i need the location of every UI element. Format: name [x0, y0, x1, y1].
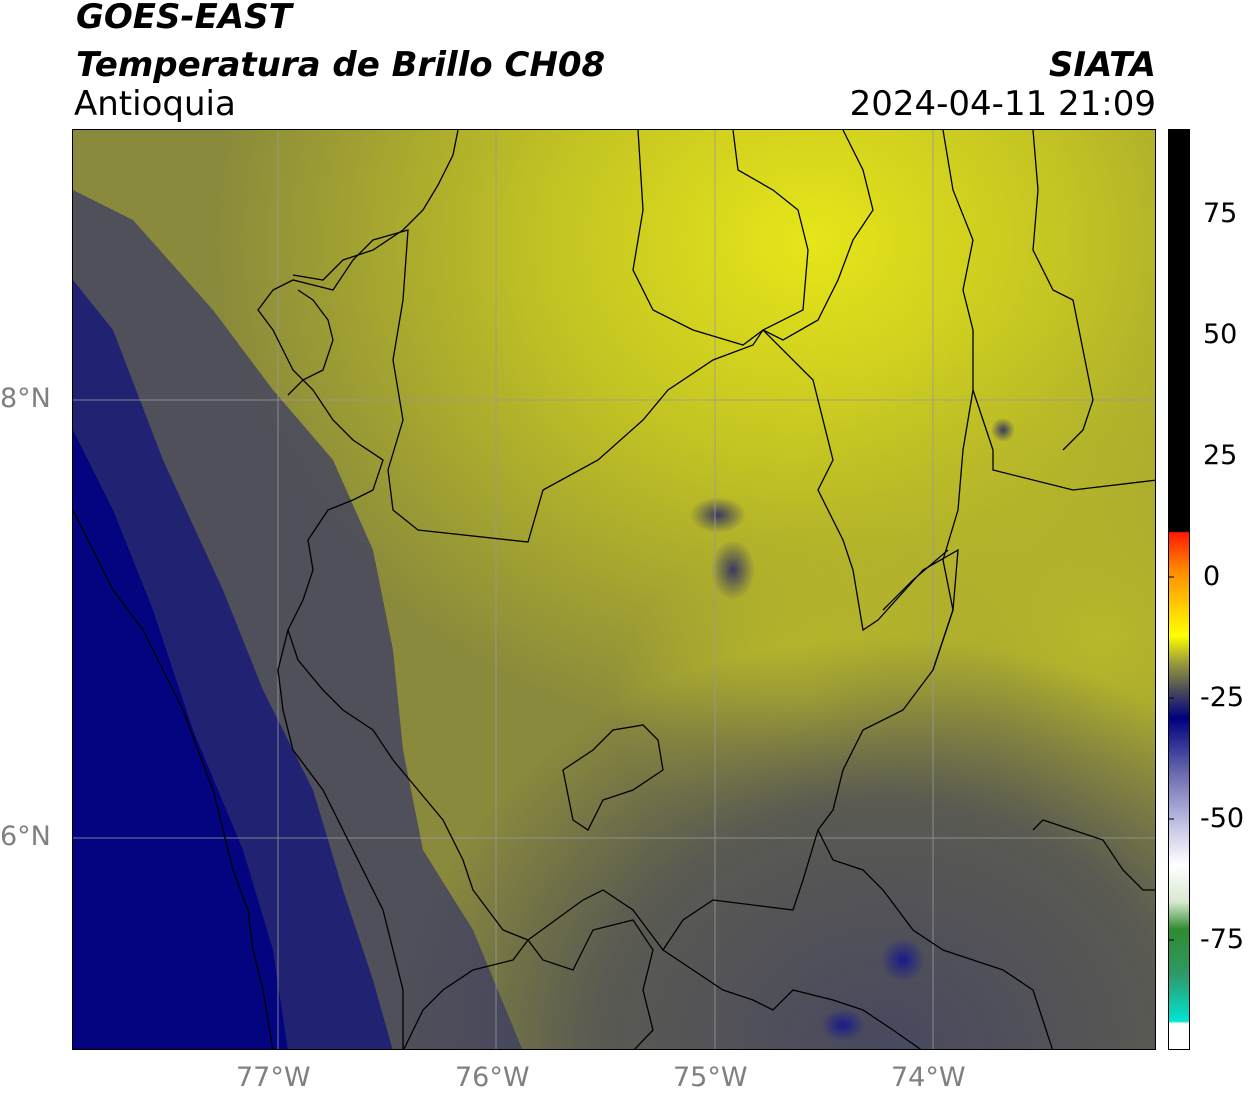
colorbar-label-minus-50: -50 — [1200, 803, 1245, 834]
caldas-border — [403, 939, 529, 1049]
bolivar-border — [762, 130, 874, 341]
colorbar-label-50: 50 — [1203, 319, 1238, 350]
colorbar-label-minus-75: -75 — [1200, 924, 1245, 955]
colorbar-label-0: 0 — [1203, 561, 1221, 592]
deep-blue-zone — [73, 430, 288, 1049]
product-title: Temperatura de Brillo CH08 — [76, 45, 606, 85]
colorbar-gradient — [1169, 130, 1189, 1049]
lon-label-77w: 77°W — [236, 1062, 311, 1093]
choco-border — [277, 629, 404, 1049]
lon-label-74w: 74°W — [891, 1062, 966, 1093]
map-canvas — [73, 130, 1155, 1049]
region-title: Antioquia — [74, 84, 236, 124]
dark-cell-1 — [711, 540, 755, 600]
pacific-coast — [73, 509, 274, 1049]
colorbar-label-75: 75 — [1203, 198, 1238, 229]
political-borders — [73, 130, 1155, 1049]
lat-label-8n: 8°N — [0, 383, 51, 414]
dark-cell-3 — [991, 418, 1015, 442]
lon-label-75w: 75°W — [673, 1062, 748, 1093]
brightness-temperature-map — [72, 129, 1156, 1050]
blue-cell-1 — [881, 938, 925, 982]
agency-title: SIATA — [1048, 45, 1156, 85]
cundinamarca-border — [1032, 819, 1155, 891]
santander-border — [932, 389, 974, 671]
dark-cell-2 — [690, 497, 746, 533]
gridlines — [73, 130, 1155, 1049]
cesar-border — [1032, 130, 1094, 451]
risaralda-border — [527, 919, 654, 1049]
colorbar-ticks — [1169, 213, 1174, 941]
datetime-label: 2024-04-11 21:09 — [849, 84, 1156, 124]
blue-cell-2 — [821, 1009, 865, 1041]
boyaca-border — [817, 829, 1054, 1049]
lon-label-76w: 76°W — [455, 1062, 530, 1093]
colorbar-fill — [1169, 130, 1189, 1049]
uraba-coast — [292, 130, 459, 281]
tolima-border — [662, 949, 922, 1049]
internal-line — [882, 549, 949, 611]
temperature-colorbar — [1168, 129, 1190, 1050]
uraba-coast-inner — [287, 289, 334, 396]
colorbar-label-25: 25 — [1203, 440, 1238, 471]
lat-label-6n: 6°N — [0, 821, 51, 852]
south-enclave — [562, 724, 664, 831]
colorbar-label-minus-25: -25 — [1200, 682, 1245, 713]
satellite-title: GOES-EAST — [76, 0, 292, 37]
